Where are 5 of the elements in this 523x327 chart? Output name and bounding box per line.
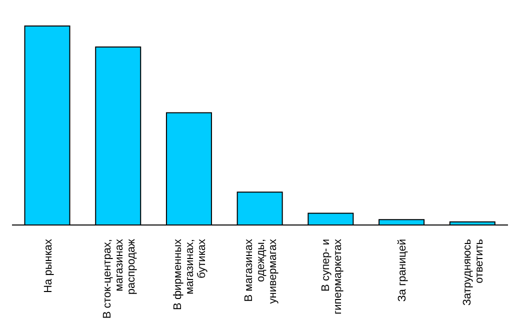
x-tick-label: На рынках	[42, 238, 54, 293]
x-tick-label: За границей	[396, 239, 409, 302]
x-tick-label: В сток-центрах, магазинах распродаж	[101, 238, 138, 319]
x-tick-label: Затрудняюсь ответить	[462, 238, 486, 306]
x-tick-label: В фирменных магазинах, бутиках	[172, 238, 208, 310]
